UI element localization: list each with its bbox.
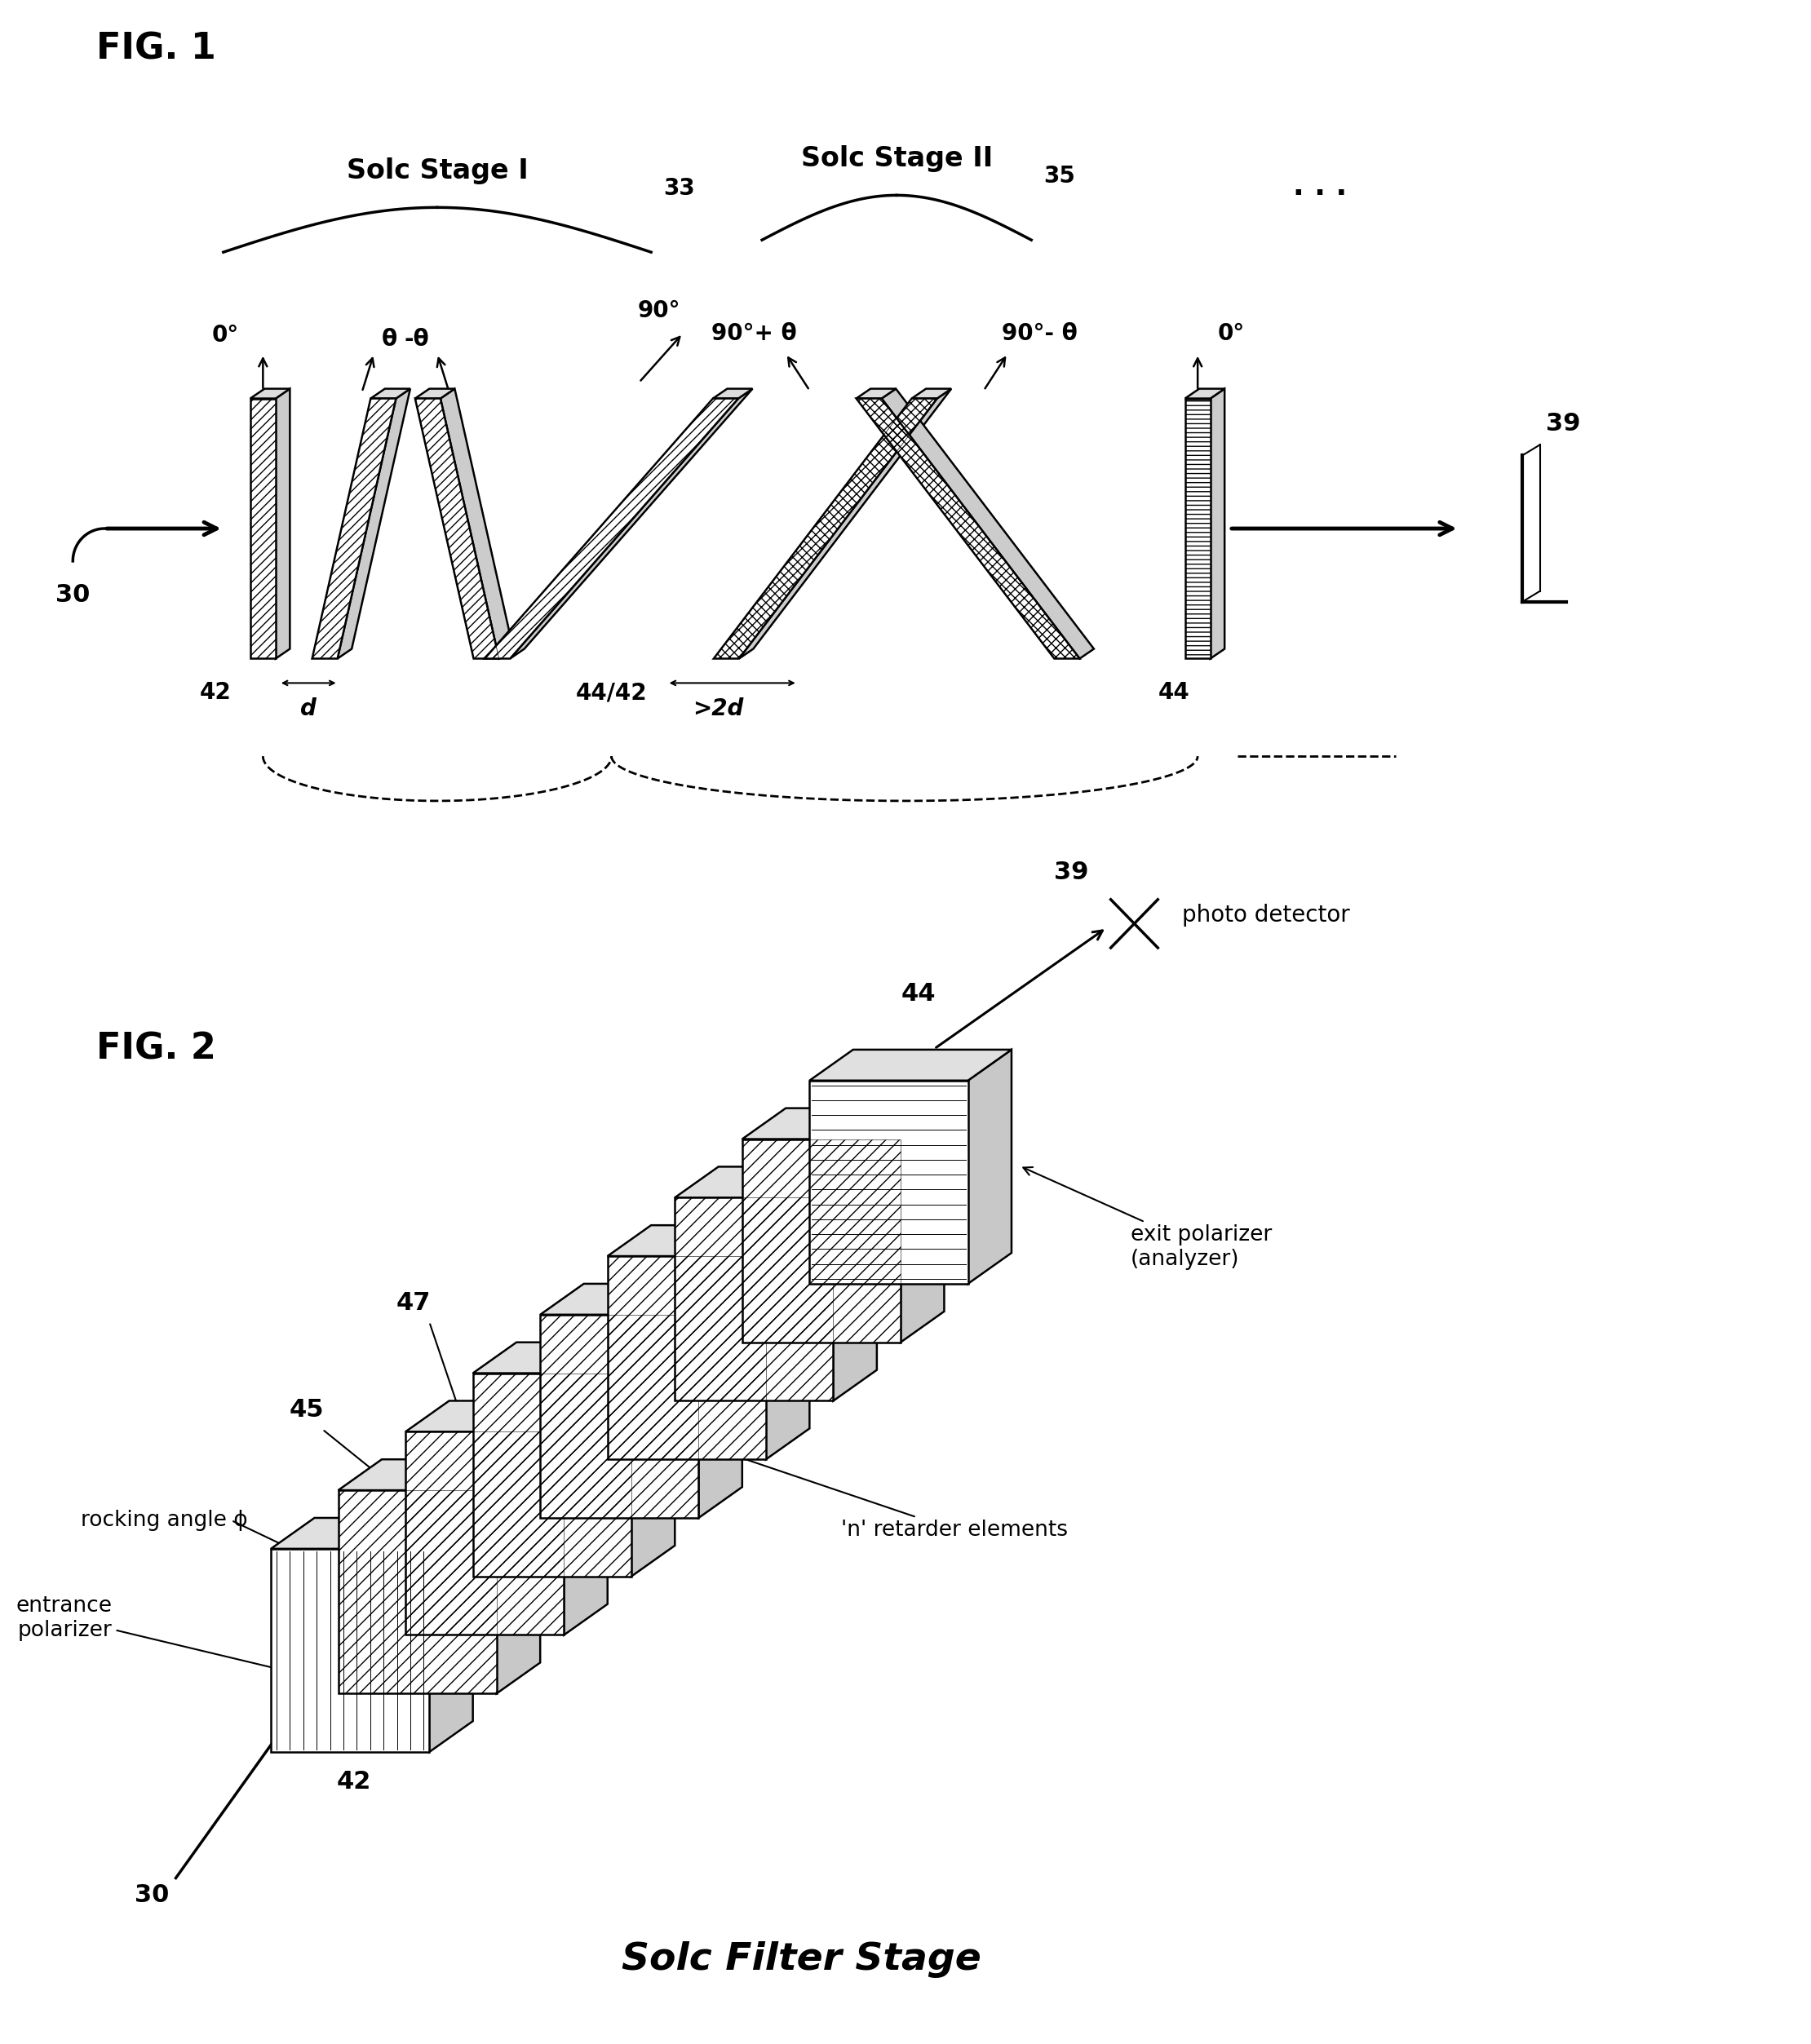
Text: photo detector: photo detector [1183, 903, 1349, 926]
Text: Solc Filter Stage: Solc Filter Stage [621, 1942, 982, 1979]
Polygon shape [440, 388, 513, 658]
Text: 0°: 0° [212, 323, 239, 347]
Text: 42: 42 [337, 1770, 371, 1793]
Text: 39: 39 [1547, 413, 1581, 435]
Polygon shape [810, 1081, 967, 1284]
Polygon shape [676, 1167, 877, 1198]
Polygon shape [739, 388, 951, 658]
Text: 30: 30 [56, 583, 91, 607]
Text: FIG. 2: FIG. 2 [96, 1032, 217, 1067]
Polygon shape [967, 1051, 1012, 1284]
Text: d: d [301, 697, 317, 719]
Polygon shape [714, 399, 936, 658]
Text: -θ: -θ [404, 327, 429, 350]
Polygon shape [473, 1374, 632, 1576]
Polygon shape [415, 399, 500, 658]
Polygon shape [900, 1108, 944, 1343]
Polygon shape [485, 399, 739, 658]
Text: rocking angle ϕ: rocking angle ϕ [81, 1511, 248, 1531]
Polygon shape [311, 399, 397, 658]
Polygon shape [563, 1400, 607, 1635]
Polygon shape [339, 1459, 540, 1490]
Polygon shape [406, 1400, 607, 1431]
Polygon shape [415, 388, 455, 399]
Polygon shape [339, 1490, 496, 1694]
Polygon shape [250, 399, 275, 658]
Text: 90°: 90° [637, 298, 681, 323]
Polygon shape [882, 388, 1094, 658]
Polygon shape [1184, 388, 1224, 399]
Polygon shape [607, 1224, 810, 1257]
Polygon shape [272, 1519, 473, 1549]
Polygon shape [833, 1167, 877, 1400]
Text: 0°: 0° [1217, 323, 1244, 345]
Text: 'n' retarder elements: 'n' retarder elements [719, 1449, 1068, 1541]
Polygon shape [810, 1051, 1012, 1081]
Polygon shape [540, 1314, 699, 1519]
Text: 44: 44 [902, 981, 936, 1006]
Polygon shape [250, 388, 290, 399]
Polygon shape [632, 1343, 676, 1576]
Text: 90°+ θ: 90°+ θ [712, 323, 797, 345]
Text: θ: θ [382, 327, 397, 350]
Text: 90°- θ: 90°- θ [1001, 323, 1078, 345]
Text: 30: 30 [134, 1885, 170, 1907]
Polygon shape [699, 1284, 743, 1519]
Text: FIG. 1: FIG. 1 [96, 31, 217, 67]
Text: 39: 39 [1054, 861, 1088, 883]
Text: exit polarizer
(analyzer): exit polarizer (analyzer) [1023, 1167, 1271, 1269]
Polygon shape [743, 1139, 900, 1343]
Polygon shape [857, 399, 1079, 658]
Text: 44/42: 44/42 [576, 681, 647, 705]
Polygon shape [857, 388, 896, 399]
Polygon shape [272, 1549, 429, 1752]
Polygon shape [911, 388, 951, 399]
Text: Solc Stage II: Solc Stage II [800, 145, 992, 172]
Polygon shape [743, 1108, 944, 1139]
Polygon shape [676, 1198, 833, 1400]
Text: . . .: . . . [1293, 174, 1347, 200]
Text: 47: 47 [397, 1292, 431, 1314]
Text: >2d: >2d [694, 697, 744, 719]
Text: 45: 45 [290, 1398, 324, 1423]
Polygon shape [473, 1343, 676, 1374]
Text: 33: 33 [663, 178, 695, 200]
Text: 44: 44 [1157, 681, 1190, 705]
Text: 35: 35 [1043, 166, 1076, 188]
Polygon shape [714, 388, 753, 399]
Text: Solc Stage I: Solc Stage I [346, 157, 529, 184]
Polygon shape [406, 1431, 563, 1635]
Text: 42: 42 [199, 681, 232, 705]
Polygon shape [496, 1459, 540, 1694]
Polygon shape [540, 1284, 743, 1314]
Polygon shape [337, 388, 411, 658]
Polygon shape [1210, 388, 1224, 658]
Polygon shape [511, 388, 753, 658]
Polygon shape [275, 388, 290, 658]
Polygon shape [766, 1224, 810, 1459]
Polygon shape [1184, 399, 1210, 658]
Text: entrance
polarizer: entrance polarizer [16, 1594, 299, 1676]
Polygon shape [371, 388, 411, 399]
Polygon shape [429, 1519, 473, 1752]
Polygon shape [607, 1257, 766, 1459]
